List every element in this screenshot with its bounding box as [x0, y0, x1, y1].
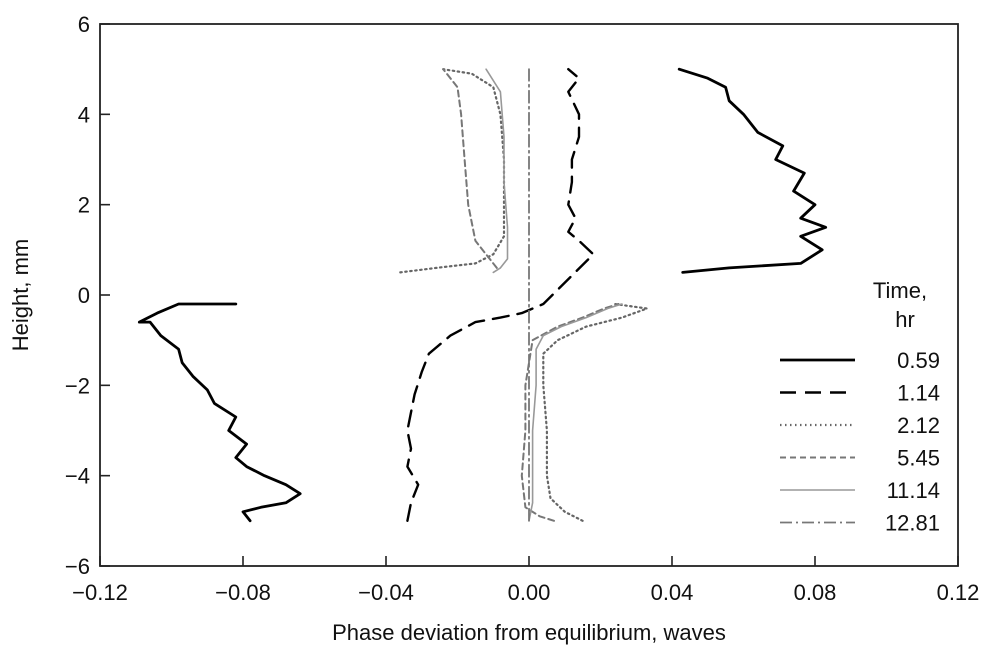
x-axis-title: Phase deviation from equilibrium, waves — [332, 620, 726, 645]
series-line-0-59 — [677, 67, 828, 274]
axis-ticks: −0.12 −0.08 −0.04 0.00 0.04 0.08 0.12 −6 −4 −2 0 2 4… — [65, 12, 980, 605]
series-line-2-12 — [542, 302, 649, 522]
series-line-5-45 — [520, 303, 620, 522]
legend-label: 11.14 — [887, 478, 940, 503]
series-line-11-14 — [485, 68, 509, 274]
legend-label: 12.81 — [885, 511, 940, 536]
x-tick-label: −0.12 — [72, 580, 128, 605]
x-tick-label: 0.12 — [937, 580, 980, 605]
x-tick-label: 0.04 — [651, 580, 694, 605]
x-tick-label: −0.08 — [215, 580, 271, 605]
legend-label: 5.45 — [897, 446, 940, 471]
y-tick-label: 4 — [78, 102, 90, 127]
series-line-1-14 — [406, 68, 595, 522]
series-line-5-45 — [442, 68, 498, 269]
y-tick-label: −4 — [65, 464, 90, 489]
y-axis-title: Height, mm — [8, 239, 33, 351]
series-line-11-14 — [528, 303, 623, 522]
legend-label: 2.12 — [897, 413, 940, 438]
series-layer — [137, 67, 828, 523]
y-tick-label: 6 — [78, 12, 90, 37]
legend-label: 0.59 — [897, 348, 940, 373]
legend: Time, hr 0.59 1.14 2.12 5.45 11.14 12.81 — [780, 278, 940, 536]
x-tick-label: −0.04 — [358, 580, 414, 605]
y-tick-label: −2 — [65, 373, 90, 398]
y-tick-label: 0 — [78, 283, 90, 308]
x-tick-label: 0.08 — [794, 580, 837, 605]
legend-label: 1.14 — [897, 381, 940, 406]
y-tick-label: 2 — [78, 193, 90, 218]
series-line-2-12 — [399, 68, 506, 274]
legend-title-line2: hr — [895, 307, 915, 332]
y-tick-label: −6 — [65, 554, 90, 579]
series-line-0-59 — [137, 302, 302, 523]
legend-title-line1: Time, — [873, 278, 927, 303]
x-tick-label: 0.00 — [508, 580, 551, 605]
